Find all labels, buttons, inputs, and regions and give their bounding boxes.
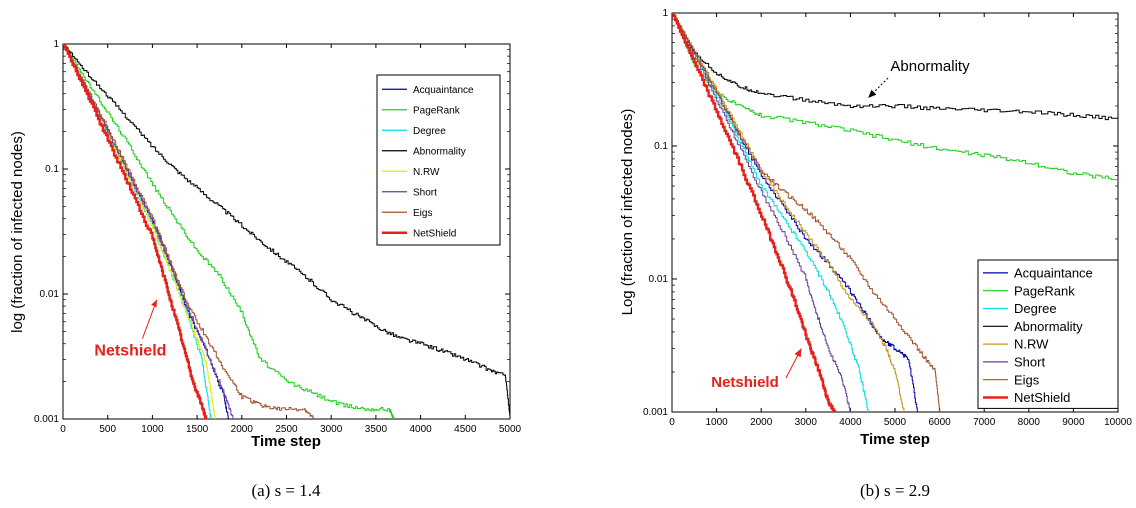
x-tick-label: 5000	[499, 424, 522, 435]
y-axis-label-b: Log (fraction of infected nodes)	[619, 109, 636, 316]
legend-entry-label: Short	[413, 187, 437, 198]
legend-entry-label: Eigs	[413, 208, 432, 219]
series-line-netshield	[672, 13, 836, 412]
y-tick-label: 0.001	[643, 407, 668, 418]
legend-entry-label: NetShield	[1014, 390, 1070, 405]
legend-box	[376, 74, 501, 246]
annotation-arrowhead	[868, 89, 877, 98]
x-tick-label: 500	[99, 424, 116, 435]
legend-entry-label: Short	[1014, 354, 1045, 369]
annotation-label: Netshield	[94, 343, 166, 360]
series-line-short	[673, 13, 851, 412]
y-axis-label-a: log (fraction of infected nodes)	[9, 131, 26, 333]
x-tick-label: 2000	[231, 424, 254, 435]
caption-b: (b) s = 2.9	[860, 481, 930, 500]
x-tick-label: 4000	[409, 424, 432, 435]
x-tick-label: 1000	[705, 417, 728, 428]
y-tick-label: 0.1	[45, 164, 59, 175]
x-tick-label: 0	[60, 424, 66, 435]
legend-entry-label: Eigs	[1014, 372, 1040, 387]
y-tick-label: 1	[53, 39, 59, 50]
y-tick-label: 1	[662, 8, 668, 19]
x-tick-label: 10000	[1104, 417, 1132, 428]
series-lines-a	[63, 44, 510, 419]
annotation-arrow	[867, 77, 889, 99]
x-tick-label: 2500	[275, 424, 298, 435]
legend-box	[977, 259, 1119, 409]
legend-entry-label: N.RW	[1014, 337, 1049, 352]
chart-panel-b: 0 1000 2000 3000 4000 5000 6000 7000 8000 9000 100…	[619, 8, 1132, 500]
series-line-abnormality	[672, 13, 1118, 121]
annotation-label-netshield: Netshield	[711, 374, 779, 391]
x-tick-label: 4000	[839, 417, 862, 428]
legend-entry-label: Abnormality	[413, 146, 466, 157]
x-tick-label: 9000	[1062, 417, 1085, 428]
x-tick-label: 8000	[1018, 417, 1041, 428]
legend-entry-label: PageRank	[413, 105, 461, 116]
x-axis-label-b: Time step	[860, 431, 930, 448]
legend-a: Acquaintance PageRank Degree Abnormality N.R…	[376, 74, 501, 246]
caption-a: (a) s = 1.4	[251, 481, 321, 500]
legend-entry-label: NetShield	[413, 228, 456, 239]
x-tick-label: 1500	[186, 424, 209, 435]
legend-entry-label: Degree	[413, 126, 446, 137]
x-tick-label: 3000	[320, 424, 343, 435]
y-tick-label: 0.1	[654, 141, 668, 152]
x-tick-label: 6000	[928, 417, 951, 428]
x-tick-label: 4500	[454, 424, 477, 435]
x-tick-label: 0	[669, 417, 675, 428]
chart-panel-a: 0 500 1000 1500 2000 2500 3000 3500 4000 4500 5000…	[9, 39, 522, 500]
series-line-netshield	[63, 44, 208, 419]
series-line-eigs	[63, 44, 314, 419]
series-line-eigs	[672, 13, 941, 412]
x-tick-label: 3500	[365, 424, 388, 435]
annotations-b: Abnormality Netshield	[711, 58, 970, 391]
x-tick-label: 7000	[973, 417, 996, 428]
x-tick-label: 2000	[750, 417, 773, 428]
y-tick-label: 0.01	[649, 274, 669, 285]
y-tick-label: 0.001	[34, 414, 59, 425]
axes-b: 0 1000 2000 3000 4000 5000 6000 7000 8000 9000 100…	[643, 8, 1132, 428]
x-tick-label: 3000	[795, 417, 818, 428]
legend-entry-label: Acquaintance	[1014, 265, 1093, 280]
axes-a: 0 500 1000 1500 2000 2500 3000 3500 4000 4500 5000…	[34, 39, 522, 435]
legend-entry-label: PageRank	[1014, 283, 1075, 298]
x-axis-label-a: Time step	[251, 433, 321, 450]
series-line-abnormality	[63, 44, 510, 419]
legend-b: Acquaintance PageRank Degree Abnormality N.R…	[977, 259, 1119, 409]
y-tick-label: 0.01	[40, 289, 60, 300]
legend-entry-label: Degree	[1014, 301, 1057, 316]
legend-entry-label: N.RW	[413, 167, 440, 178]
legend-entry-label: Acquaintance	[413, 85, 474, 96]
annotation-arrowhead	[151, 299, 157, 308]
x-tick-label: 5000	[884, 417, 907, 428]
annotation-label-abnormality: Abnormality	[890, 58, 970, 75]
annotation-netshield-a: Netshield	[94, 299, 166, 360]
x-tick-label: 1000	[141, 424, 164, 435]
legend-entry-label: Abnormality	[1014, 319, 1083, 334]
series-lines-b	[672, 13, 1118, 412]
annotation-arrowhead	[794, 348, 802, 358]
series-line-pagerank	[63, 44, 395, 419]
series-line-degree	[672, 13, 869, 412]
